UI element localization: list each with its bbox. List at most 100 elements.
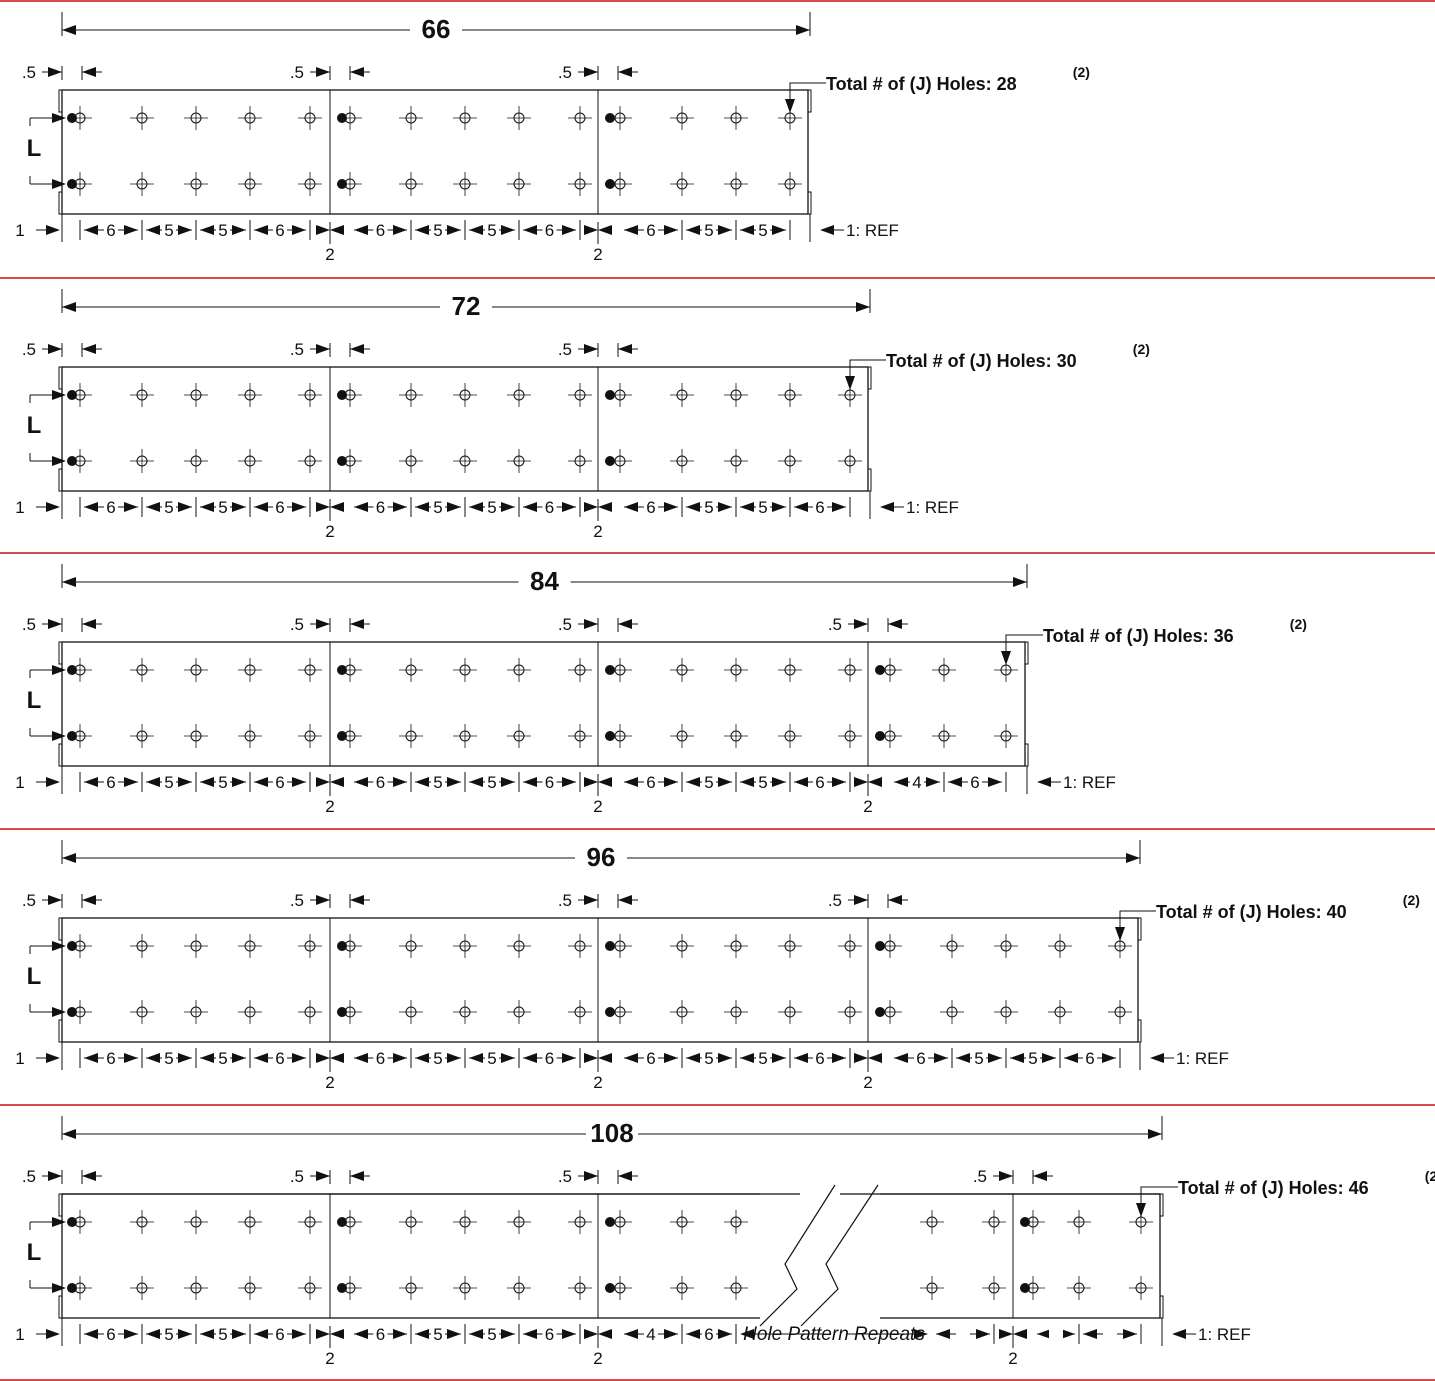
open-hole: [184, 106, 208, 130]
label-mask: [1103, 1325, 1117, 1343]
filled-hole: [1020, 1283, 1030, 1293]
open-hole: [940, 934, 964, 958]
arrowhead: [316, 895, 330, 905]
open-hole: [568, 658, 592, 682]
filled-hole: [337, 1007, 347, 1017]
edge-ref-label: 1: REF: [906, 498, 959, 517]
open-hole: [724, 1276, 748, 1300]
filled-hole: [337, 113, 347, 123]
filled-hole: [605, 665, 615, 675]
open-hole: [507, 172, 531, 196]
arrowhead: [598, 777, 612, 787]
open-hole: [1067, 1276, 1091, 1300]
label-mask: [431, 1049, 445, 1067]
arrowhead: [880, 502, 894, 512]
half-inch-label: .5: [290, 1167, 304, 1186]
arrowhead: [330, 502, 344, 512]
end-tab: [58, 89, 63, 113]
arrowhead: [52, 731, 66, 741]
arrowhead: [62, 577, 76, 587]
hole-spacing-label: 5: [218, 773, 227, 792]
open-hole: [130, 383, 154, 407]
arrowhead: [350, 344, 364, 354]
arrowhead: [598, 225, 612, 235]
rail-panel-96: 96 L .5 .5 .5 .5 Total # of (J) Holes: 40 (2) 1 1…: [0, 828, 1435, 1104]
half-inch-label: .5: [558, 891, 572, 910]
label-mask: [910, 773, 924, 791]
label-mask: [1026, 1049, 1040, 1067]
joint-offset-label: 2: [863, 1073, 872, 1092]
open-hole: [507, 1000, 531, 1024]
open-hole: [507, 724, 531, 748]
label-mask: [273, 1325, 287, 1343]
open-hole: [568, 1276, 592, 1300]
hole-spacing-label: 5: [218, 1325, 227, 1344]
open-hole: [670, 383, 694, 407]
open-hole: [453, 172, 477, 196]
arrowhead: [796, 25, 810, 35]
end-tab: [58, 468, 63, 492]
open-hole: [238, 383, 262, 407]
label-mask: [644, 1049, 658, 1067]
arrowhead: [316, 1171, 330, 1181]
open-hole: [184, 449, 208, 473]
hole-spacing-label: 5: [433, 773, 442, 792]
label-mask: [485, 1049, 499, 1067]
arrowhead: [46, 502, 60, 512]
filled-hole: [337, 1283, 347, 1293]
rail-outline: [61, 641, 1026, 767]
label-mask: [756, 221, 770, 239]
filled-hole: [605, 1217, 615, 1227]
open-hole: [399, 1000, 423, 1024]
arrowhead: [618, 619, 632, 629]
label-mask: [104, 773, 118, 791]
end-tab: [58, 191, 63, 215]
filled-hole: [875, 941, 885, 951]
open-hole: [838, 1000, 862, 1024]
open-hole: [724, 1000, 748, 1024]
label-mask: [644, 773, 658, 791]
label-mask: [968, 773, 982, 791]
half-inch-label: .5: [22, 891, 36, 910]
open-hole: [184, 658, 208, 682]
edge-offset-label: 1: [15, 1325, 24, 1344]
open-hole: [932, 724, 956, 748]
label-mask: [485, 773, 499, 791]
open-hole: [1048, 934, 1072, 958]
arrowhead: [584, 344, 598, 354]
hole-spacing-label: 6: [545, 1325, 554, 1344]
open-hole: [184, 724, 208, 748]
hole-spacing-label: 5: [164, 773, 173, 792]
label-mask: [702, 773, 716, 791]
open-hole: [399, 106, 423, 130]
rail-panel-108: 108 L .5 .5 .5 .5 Total # of (J) Holes: 46 (2) 1…: [0, 1104, 1435, 1380]
arrowhead: [52, 179, 66, 189]
label-mask: [273, 498, 287, 516]
hole-spacing-label: 6: [1085, 1049, 1094, 1068]
open-hole: [130, 1276, 154, 1300]
open-hole: [453, 934, 477, 958]
label-mask: [216, 1049, 230, 1067]
edge-offset-label: 1: [15, 221, 24, 240]
side-label-L: L: [27, 1239, 42, 1266]
open-hole: [568, 724, 592, 748]
edge-ref-label: 1: REF: [1063, 773, 1116, 792]
hole-spacing-label: 6: [106, 221, 115, 240]
hole-spacing-label: 5: [433, 1049, 442, 1068]
open-hole: [238, 1276, 262, 1300]
arrowhead: [316, 777, 330, 787]
open-hole: [238, 449, 262, 473]
hole-spacing-label: 5: [218, 1049, 227, 1068]
filled-hole: [67, 113, 77, 123]
open-hole: [670, 724, 694, 748]
hole-spacing-label: 6: [704, 1325, 713, 1344]
half-inch-label: .5: [290, 340, 304, 359]
arrowhead: [868, 777, 882, 787]
open-hole: [778, 658, 802, 682]
label-mask: [431, 773, 445, 791]
open-hole: [670, 658, 694, 682]
open-hole: [298, 1000, 322, 1024]
filled-hole: [875, 665, 885, 675]
hole-spacing-label: 6: [106, 1049, 115, 1068]
open-hole: [399, 172, 423, 196]
